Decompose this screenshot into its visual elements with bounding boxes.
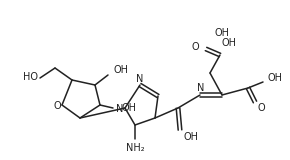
Text: OH: OH [121, 103, 136, 113]
Text: OH: OH [184, 132, 199, 142]
Text: HO: HO [23, 72, 37, 82]
Text: O: O [191, 42, 199, 52]
Text: O: O [53, 101, 61, 111]
Text: N: N [136, 74, 144, 84]
Text: NH₂: NH₂ [126, 143, 144, 153]
Text: OH: OH [215, 28, 229, 38]
Text: N: N [116, 104, 124, 114]
Text: N: N [197, 83, 205, 93]
Text: OH: OH [268, 73, 283, 83]
Text: O: O [258, 103, 266, 113]
Text: OH: OH [222, 38, 237, 48]
Text: OH: OH [114, 65, 129, 75]
